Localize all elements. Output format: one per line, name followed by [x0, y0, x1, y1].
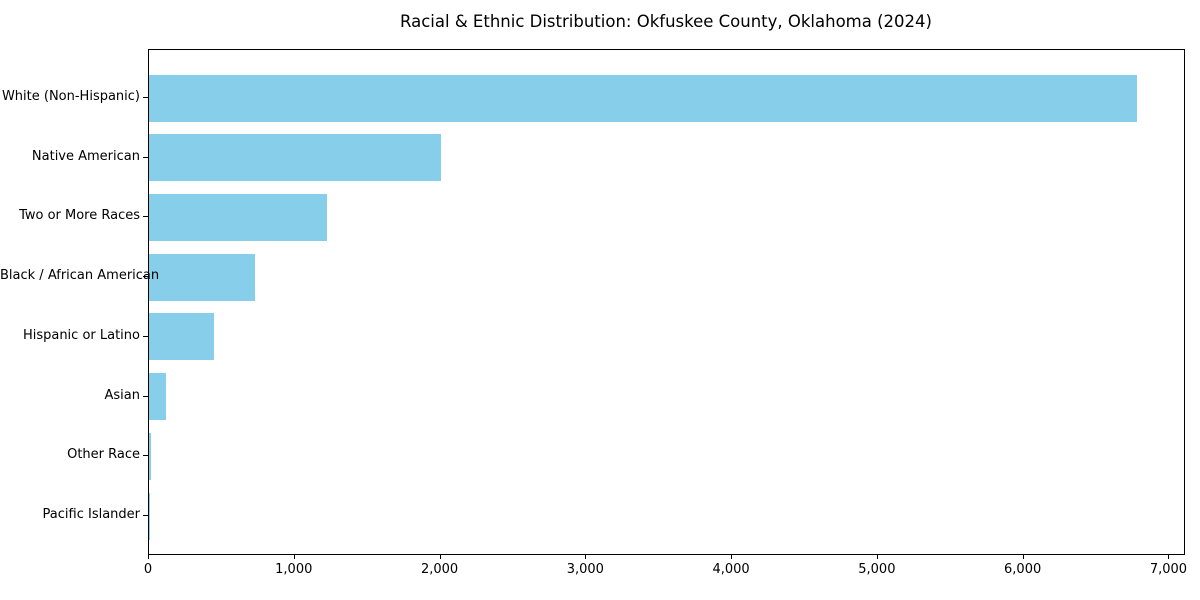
x-tick-label: 2,000 [420, 562, 459, 577]
bar-pacific-islander [149, 492, 150, 540]
bar-hispanic-or-latino [149, 313, 214, 361]
y-tick-label: Black / African American [0, 268, 160, 284]
bar-black-african-american [149, 253, 256, 301]
y-tick-mark [143, 216, 148, 218]
bar-two-or-more-races [149, 193, 327, 241]
y-tick-mark [143, 97, 148, 98]
x-tick-label: 5,000 [858, 562, 896, 577]
x-tick-mark [876, 554, 878, 559]
bar-white-non-hispanic [149, 74, 1138, 122]
y-tick-mark [143, 455, 148, 457]
y-tick-mark [143, 156, 148, 158]
x-tick-mark [293, 554, 295, 559]
y-tick-label: White (Non-Hispanic) [1, 89, 140, 104]
x-tick-label: 4,000 [712, 562, 750, 577]
x-tick-label: 1,000 [275, 562, 313, 577]
x-tick-label: 7,000 [1149, 562, 1188, 577]
bar-native-american [149, 134, 441, 182]
x-tick-label: 3,000 [566, 562, 604, 577]
y-tick-label: Two or More Races [19, 208, 140, 224]
x-tick-mark [1168, 554, 1170, 559]
y-tick-label: Hispanic or Latino [22, 327, 140, 343]
x-tick-label: 6,000 [1004, 562, 1042, 577]
x-tick-label: 0 [143, 562, 153, 577]
y-tick-label: Native American [31, 148, 140, 164]
y-tick-mark [143, 335, 148, 337]
y-tick-mark [143, 276, 148, 278]
y-tick-label: Asian [104, 387, 140, 403]
x-tick-mark [731, 554, 733, 559]
x-tick-mark [585, 554, 587, 559]
bar-other-race [149, 432, 151, 480]
y-tick-label: Other Race [67, 447, 140, 463]
bar-asian [149, 373, 167, 421]
x-tick-mark [439, 554, 441, 559]
x-tick-mark [1022, 554, 1024, 559]
chart-title: Racial & Ethnic Distribution: Okfuskee C… [400, 12, 932, 31]
y-tick-mark [143, 395, 148, 397]
y-tick-mark [143, 515, 148, 516]
y-tick-label: Pacific Islander [42, 507, 140, 522]
plot-area [148, 49, 1185, 555]
x-tick-mark [148, 554, 149, 559]
